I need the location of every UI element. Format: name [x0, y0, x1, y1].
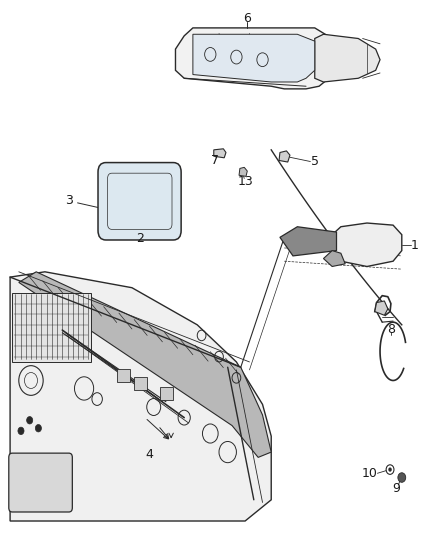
Circle shape — [398, 473, 406, 482]
Text: 5: 5 — [311, 155, 319, 168]
Text: 4: 4 — [145, 448, 153, 461]
Polygon shape — [176, 28, 336, 89]
FancyBboxPatch shape — [117, 369, 130, 382]
FancyBboxPatch shape — [12, 293, 91, 362]
FancyBboxPatch shape — [134, 377, 147, 390]
Polygon shape — [323, 251, 345, 266]
Polygon shape — [239, 167, 247, 176]
Polygon shape — [332, 223, 402, 266]
Circle shape — [27, 417, 33, 424]
Text: 1: 1 — [411, 239, 419, 252]
Polygon shape — [10, 272, 271, 521]
Polygon shape — [19, 272, 271, 457]
Text: 2: 2 — [136, 232, 144, 245]
FancyBboxPatch shape — [160, 387, 173, 400]
Polygon shape — [214, 149, 226, 158]
Text: 7: 7 — [211, 154, 219, 167]
Text: 9: 9 — [392, 482, 400, 495]
Text: 6: 6 — [244, 12, 251, 25]
FancyBboxPatch shape — [9, 453, 72, 512]
Polygon shape — [375, 301, 388, 316]
FancyBboxPatch shape — [98, 163, 181, 240]
Polygon shape — [279, 151, 290, 162]
Polygon shape — [280, 227, 336, 256]
Circle shape — [389, 467, 392, 472]
Text: 13: 13 — [237, 175, 253, 188]
Polygon shape — [193, 34, 315, 82]
Circle shape — [18, 427, 24, 434]
Circle shape — [35, 424, 42, 432]
Polygon shape — [315, 34, 380, 82]
Text: 10: 10 — [361, 467, 377, 480]
Text: 8: 8 — [387, 322, 395, 336]
Text: 3: 3 — [65, 194, 73, 207]
